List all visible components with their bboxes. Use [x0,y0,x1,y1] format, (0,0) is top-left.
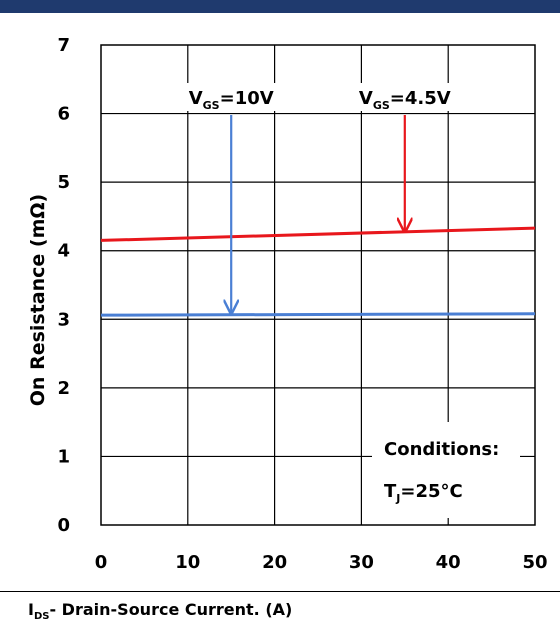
y-tick-label: 6 [57,104,70,125]
x-tick-label: 10 [175,552,200,573]
plot-border [100,44,536,526]
annotation-label-sub: GS [373,99,390,112]
y-tick-label: 4 [57,241,70,262]
x-axis-label-sub: DS [33,611,50,623]
x-tick-label: 30 [349,552,374,573]
y-axis-ticks: 0 1 2 3 4 5 6 7 [57,35,70,536]
conditions-t-value: =25°C [400,481,462,502]
x-axis-label-rest: - Drain-Source Current. (A) [49,600,293,619]
x-axis-label-bar: IDS- Drain-Source Current. (A) [0,591,560,631]
annotation-label: VGS=10V [189,88,274,112]
y-tick-label: 0 [57,515,70,536]
conditions-title: Conditions: [384,439,499,460]
annotation-background [349,83,460,111]
x-axis-label-main: I [28,600,34,619]
annotation-label-value: =10V [220,88,274,109]
y-tick-label: 3 [57,309,70,330]
conditions-temperature: TJ=25°C [384,481,463,505]
conditions-t-sub: J [395,492,400,505]
x-axis-label: IDS- Drain-Source Current. (A) [28,600,292,622]
conditions-t: T [384,481,397,502]
x-tick-label: 20 [262,552,287,573]
y-tick-label: 7 [57,35,70,56]
conditions-box: Conditions: TJ=25°C [372,422,520,518]
y-tick-label: 2 [57,378,70,399]
x-axis-ticks: 0 10 20 30 40 50 [95,552,548,573]
annotation-label: VGS=4.5V [359,88,451,112]
annotation-label-main: V [189,88,203,109]
x-tick-label: 40 [436,552,461,573]
annotation-label-main: V [359,88,373,109]
annotation-label-sub: GS [203,99,220,112]
y-axis-label: On Resistance (mΩ) [27,194,49,406]
annotations: VGS=10V VGS=4.5V [176,83,460,313]
x-tick-label: 50 [522,552,547,573]
x-tick-label: 0 [95,552,108,573]
annotation-background [176,83,287,111]
series [100,226,536,317]
y-tick-label: 5 [57,172,70,193]
annotation-label-value: =4.5V [390,88,451,109]
series-line [100,226,536,242]
series-line [100,312,536,317]
header-bar [0,0,560,13]
y-tick-label: 1 [57,446,70,467]
